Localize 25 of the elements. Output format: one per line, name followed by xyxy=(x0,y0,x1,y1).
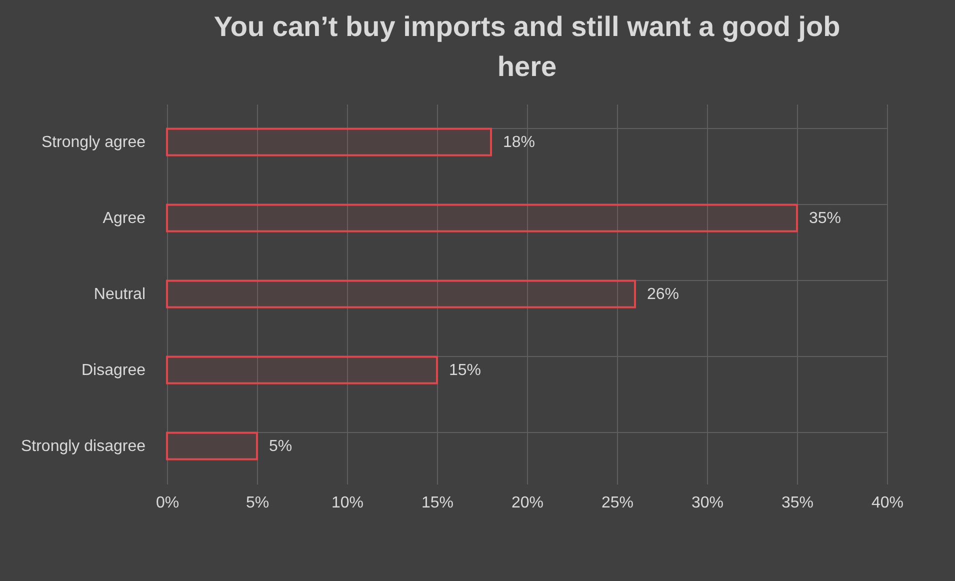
x-tick-label: 10% xyxy=(331,494,364,512)
bar xyxy=(166,356,438,384)
bar xyxy=(166,204,798,232)
data-label: 5% xyxy=(269,438,292,455)
y-tick-label: Disagree xyxy=(81,362,146,379)
x-tick-label: 25% xyxy=(601,494,634,512)
data-label: 26% xyxy=(647,286,680,303)
x-tick-label: 0% xyxy=(156,494,180,512)
y-tick-label: Strongly disagree xyxy=(20,438,146,455)
bar xyxy=(166,128,492,156)
x-tick-label: 20% xyxy=(511,494,544,512)
chart-title: You can’t buy imports and still want a good job here xyxy=(214,11,840,82)
data-label: 18% xyxy=(503,134,536,151)
y-tick-label: Neutral xyxy=(94,286,146,303)
x-tick-label: 35% xyxy=(781,494,814,512)
y-tick-label: Strongly agree xyxy=(41,134,146,151)
x-tick-label: 15% xyxy=(421,494,454,512)
y-tick-label: Agree xyxy=(102,210,146,227)
x-tick-label: 30% xyxy=(691,494,724,512)
data-label: 15% xyxy=(449,362,482,379)
data-label: 35% xyxy=(809,210,842,227)
bar xyxy=(166,432,258,460)
bar xyxy=(166,280,636,308)
x-tick-label: 40% xyxy=(871,494,904,512)
x-tick-label: 5% xyxy=(246,494,270,512)
